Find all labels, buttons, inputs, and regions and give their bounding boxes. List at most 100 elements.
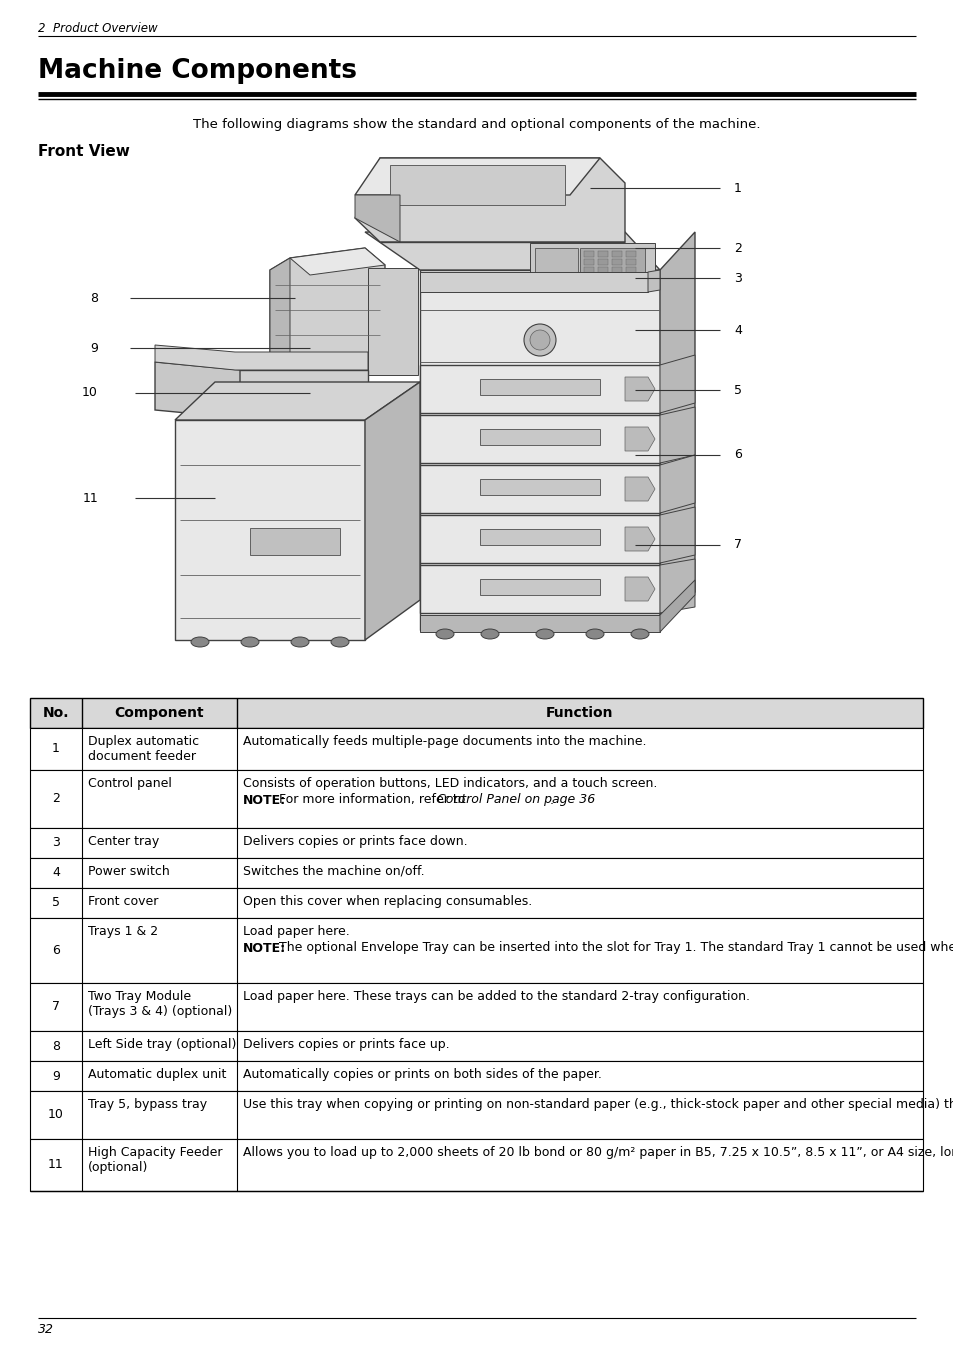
Text: 8: 8: [90, 292, 98, 304]
Text: High Capacity Feeder: High Capacity Feeder: [88, 1146, 222, 1159]
Polygon shape: [174, 382, 419, 420]
Polygon shape: [479, 530, 599, 544]
Text: The optional Envelope Tray can be inserted into the slot for Tray 1. The standar: The optional Envelope Tray can be insert…: [278, 942, 953, 955]
Bar: [30, 917, 923, 984]
Ellipse shape: [630, 630, 648, 639]
Polygon shape: [624, 577, 655, 601]
Polygon shape: [659, 559, 695, 613]
Polygon shape: [419, 270, 659, 630]
Polygon shape: [598, 259, 607, 265]
Text: (optional): (optional): [88, 1161, 149, 1174]
Text: (Trays 3 & 4) (optional): (Trays 3 & 4) (optional): [88, 1005, 232, 1017]
Text: Machine Components: Machine Components: [38, 58, 356, 84]
Polygon shape: [419, 415, 659, 463]
Bar: [30, 770, 923, 828]
Text: 7: 7: [733, 539, 741, 551]
Text: 9: 9: [90, 342, 98, 354]
Text: Left Side tray (optional): Left Side tray (optional): [88, 1038, 236, 1051]
Polygon shape: [659, 455, 695, 513]
Text: Control panel: Control panel: [88, 777, 172, 790]
Polygon shape: [583, 259, 594, 265]
Ellipse shape: [480, 630, 498, 639]
Text: 7: 7: [52, 1001, 60, 1013]
Polygon shape: [270, 258, 290, 376]
Text: Use this tray when copying or printing on non-standard paper (e.g., thick-stock : Use this tray when copying or printing o…: [243, 1098, 953, 1111]
Polygon shape: [390, 165, 564, 205]
Text: 10: 10: [82, 386, 98, 400]
Polygon shape: [624, 527, 655, 551]
Text: 4: 4: [52, 866, 60, 880]
Text: Tray 5, bypass tray: Tray 5, bypass tray: [88, 1098, 207, 1111]
Text: 4: 4: [733, 323, 741, 336]
Bar: [30, 828, 923, 858]
Text: document feeder: document feeder: [88, 750, 195, 762]
Polygon shape: [419, 565, 659, 613]
Text: 9: 9: [52, 1070, 60, 1082]
Polygon shape: [270, 249, 385, 376]
Bar: [30, 984, 923, 1031]
Ellipse shape: [191, 638, 209, 647]
Polygon shape: [419, 465, 659, 513]
Polygon shape: [583, 267, 594, 273]
Bar: [30, 728, 923, 770]
Polygon shape: [419, 615, 659, 632]
Polygon shape: [598, 267, 607, 273]
Ellipse shape: [436, 630, 454, 639]
Polygon shape: [530, 243, 655, 280]
Polygon shape: [355, 158, 624, 242]
Polygon shape: [419, 272, 647, 292]
Circle shape: [530, 330, 550, 350]
Polygon shape: [234, 370, 368, 415]
Text: 6: 6: [52, 944, 60, 957]
Text: Consists of operation buttons, LED indicators, and a touch screen.: Consists of operation buttons, LED indic…: [243, 777, 657, 790]
Ellipse shape: [241, 638, 258, 647]
Text: Two Tray Module: Two Tray Module: [88, 990, 191, 1002]
Text: Delivers copies or prints face down.: Delivers copies or prints face down.: [243, 835, 467, 848]
Text: Automatically feeds multiple-page documents into the machine.: Automatically feeds multiple-page docume…: [243, 735, 646, 748]
Polygon shape: [479, 480, 599, 494]
Text: NOTE:: NOTE:: [243, 942, 286, 955]
Text: Delivers copies or prints face up.: Delivers copies or prints face up.: [243, 1038, 449, 1051]
Polygon shape: [625, 259, 636, 265]
Bar: [30, 1092, 923, 1139]
Text: 2: 2: [733, 242, 741, 254]
Text: Function: Function: [546, 707, 613, 720]
Polygon shape: [365, 232, 659, 270]
Text: .: .: [549, 793, 554, 807]
Ellipse shape: [536, 630, 554, 639]
Text: 11: 11: [82, 492, 98, 504]
Circle shape: [523, 324, 556, 357]
Polygon shape: [479, 430, 599, 444]
Text: Center tray: Center tray: [88, 835, 159, 848]
Bar: [30, 1139, 923, 1192]
Text: 3: 3: [52, 836, 60, 850]
Ellipse shape: [331, 638, 349, 647]
Ellipse shape: [585, 630, 603, 639]
Text: 1: 1: [733, 181, 741, 195]
Polygon shape: [419, 515, 659, 563]
Polygon shape: [365, 382, 419, 640]
Polygon shape: [154, 345, 368, 370]
Polygon shape: [659, 407, 695, 463]
Polygon shape: [174, 420, 365, 640]
Text: Duplex automatic: Duplex automatic: [88, 735, 199, 748]
Text: 1: 1: [52, 743, 60, 755]
Text: Front View: Front View: [38, 145, 130, 159]
Polygon shape: [479, 580, 599, 594]
Text: No.: No.: [43, 707, 70, 720]
Polygon shape: [290, 249, 385, 276]
Text: 11: 11: [48, 1159, 64, 1171]
Text: For more information, refer to: For more information, refer to: [278, 793, 469, 807]
Polygon shape: [368, 267, 417, 376]
Text: Trays 1 & 2: Trays 1 & 2: [88, 925, 158, 938]
Bar: [30, 1031, 923, 1061]
Text: Open this cover when replacing consumables.: Open this cover when replacing consumabl…: [243, 894, 532, 908]
Bar: [30, 888, 923, 917]
Text: 5: 5: [733, 384, 741, 396]
Text: 3: 3: [733, 272, 741, 285]
Text: 5: 5: [52, 897, 60, 909]
Text: Switches the machine on/off.: Switches the machine on/off.: [243, 865, 424, 878]
Polygon shape: [612, 251, 621, 257]
Polygon shape: [659, 507, 695, 563]
Polygon shape: [612, 267, 621, 273]
